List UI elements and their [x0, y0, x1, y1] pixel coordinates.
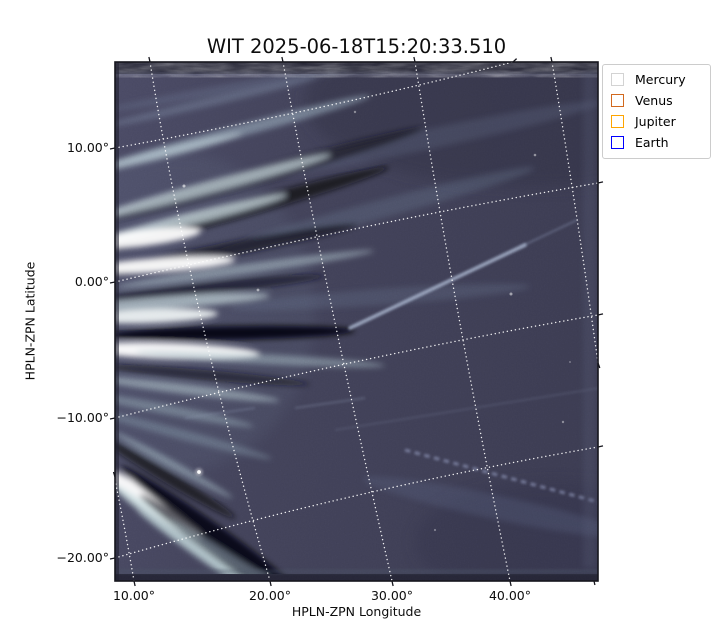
mercury-marker-icon	[611, 73, 624, 87]
bottom-tick-mark	[509, 580, 512, 587]
x-tick-label: 10.00°	[112, 588, 156, 603]
y-axis-label: HPLN-ZPN Latitude	[22, 261, 38, 381]
legend-item-earth: Earth	[611, 135, 702, 151]
legend-label: Jupiter	[635, 114, 676, 130]
legend-label: Venus	[635, 93, 673, 109]
y-tick-label: 0.00°	[74, 274, 109, 289]
noise-overlay	[115, 62, 598, 581]
jupiter-marker-icon	[611, 115, 624, 129]
bottom-tick-mark	[133, 580, 136, 587]
legend-label: Mercury	[635, 72, 686, 87]
y-tick-label: −10.00°	[56, 410, 109, 425]
x-axis-label: HPLN-ZPN Longitude	[291, 604, 422, 619]
y-tick-labels: 10.00° 0.00° −10.00° −20.00°	[0, 0, 109, 640]
plot-title: WIT 2025-06-18T15:20:33.510	[206, 35, 507, 58]
y-tick-label: −20.00°	[56, 550, 109, 565]
x-tick-label: 40.00°	[488, 588, 532, 603]
bottom-tick-mark	[593, 580, 596, 586]
right-tick-mark	[597, 181, 604, 184]
x-tick-label: 30.00°	[370, 588, 414, 603]
right-tick-mark	[597, 362, 601, 369]
legend-item-venus: Venus	[611, 94, 702, 107]
legend: Mercury Venus Jupiter Earth	[602, 64, 711, 159]
legend-label: Earth	[635, 135, 669, 151]
legend-item-jupiter: Jupiter	[611, 115, 702, 128]
x-tick-label: 20.00°	[248, 588, 292, 603]
sky-image	[115, 62, 598, 581]
y-tick-label: 10.00°	[66, 140, 109, 155]
legend-item-mercury: Mercury	[611, 73, 702, 86]
venus-marker-icon	[611, 94, 624, 108]
earth-marker-icon	[611, 136, 624, 150]
plot-area	[115, 62, 598, 581]
bottom-tick-mark	[391, 580, 394, 587]
bottom-tick-mark	[269, 580, 272, 587]
right-tick-mark	[597, 445, 604, 448]
right-tick-mark	[597, 313, 604, 316]
